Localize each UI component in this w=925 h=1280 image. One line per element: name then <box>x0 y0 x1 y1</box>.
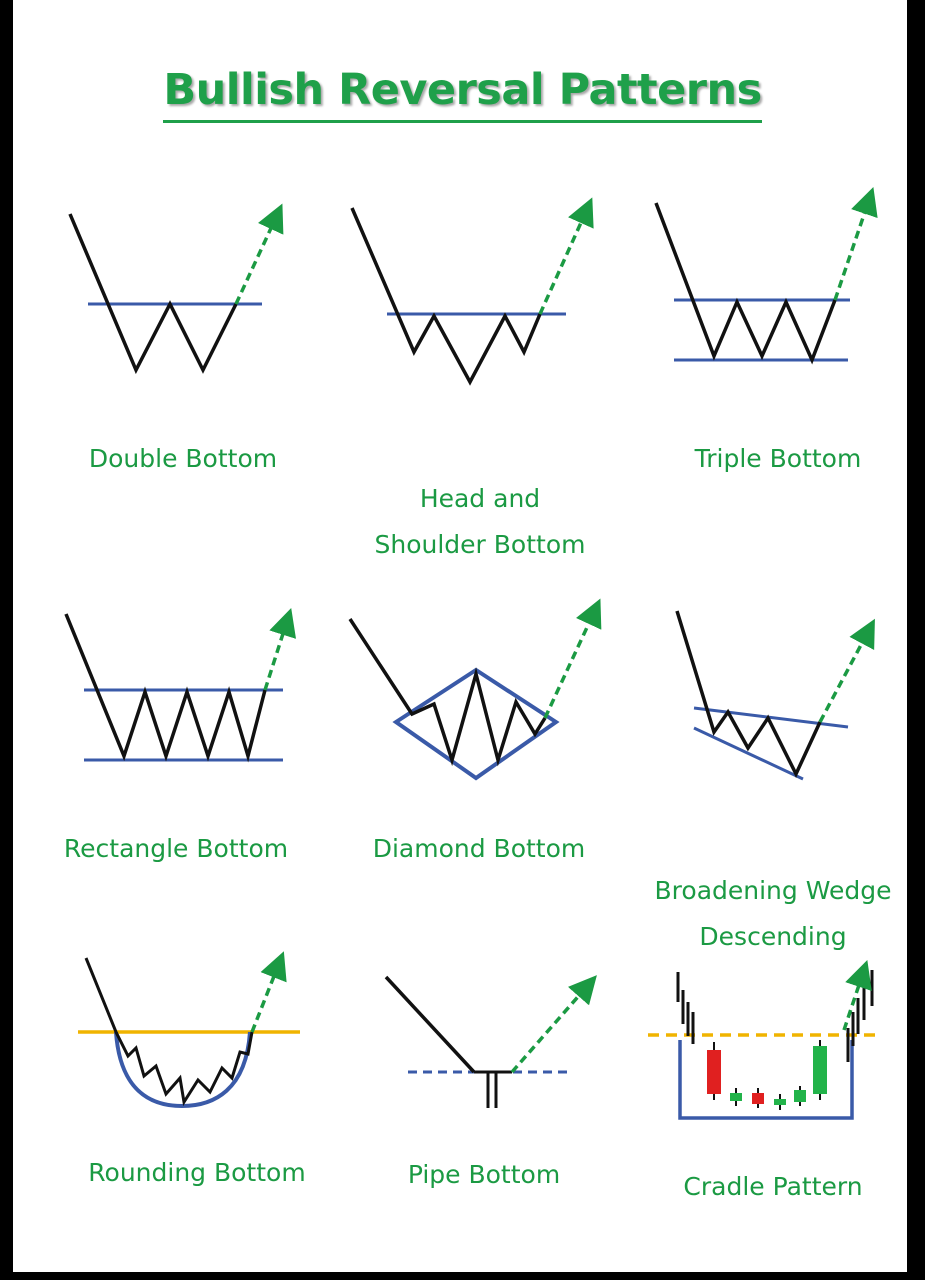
pipe-bottom-figure <box>384 975 597 1108</box>
price-path <box>64 613 267 763</box>
cradle-pattern-figure <box>648 960 878 1120</box>
breakout-arrow-icon <box>842 960 872 1031</box>
diamond-bottom-figure <box>348 598 602 781</box>
breakout-arrow-icon <box>543 598 602 719</box>
breakout-arrow-icon <box>263 607 297 691</box>
label-head-shoulder-bottom: Head and Shoulder Bottom <box>350 430 610 614</box>
green-candle <box>813 1046 827 1094</box>
pattern-label: Pipe Bottom <box>407 1160 561 1189</box>
upper-trendline <box>693 706 849 729</box>
label-diamond-bottom: Diamond Bottom <box>352 826 606 872</box>
rounding-bottom-figure <box>78 951 300 1109</box>
breakout-arrow-icon <box>833 187 878 301</box>
page-title-text: Bullish Reversal Patterns <box>163 62 762 123</box>
pattern-label: Rectangle Bottom <box>63 834 289 863</box>
label-rectangle-bottom: Rectangle Bottom <box>46 826 306 872</box>
price-path <box>68 213 238 375</box>
green-candle <box>774 1099 786 1105</box>
page-title: Bullish Reversal Patterns <box>0 62 925 123</box>
diamond-outline <box>392 667 560 781</box>
price-path <box>348 618 547 767</box>
label-double-bottom: Double Bottom <box>60 436 306 482</box>
breakout-arrow-icon <box>250 951 287 1033</box>
pattern-label: Cradle Pattern <box>683 1172 863 1201</box>
price-path <box>675 610 822 779</box>
broadening-wedge-figure <box>675 610 875 781</box>
lower-trendline <box>693 726 804 781</box>
double-bottom-figure <box>68 203 284 375</box>
red-candle <box>707 1050 721 1094</box>
poster-frame <box>10 0 910 1272</box>
breakout-arrow-icon <box>234 203 284 305</box>
breakout-arrow-icon <box>818 618 875 723</box>
head-shoulder-bottom-figure <box>350 197 594 386</box>
red-candle <box>752 1093 764 1104</box>
price-path <box>654 202 837 365</box>
pattern-label: Rounding Bottom <box>88 1158 306 1187</box>
pattern-label: Triple Bottom <box>694 444 862 473</box>
rounding-curve <box>114 1031 252 1109</box>
green-candle <box>730 1093 742 1101</box>
price-path <box>350 207 542 386</box>
breakout-arrow-icon <box>510 975 597 1074</box>
label-rounding-bottom: Rounding Bottom <box>66 1150 328 1196</box>
label-triple-bottom: Triple Bottom <box>660 436 896 482</box>
price-path <box>384 975 476 1074</box>
breakout-arrow-icon <box>538 197 594 315</box>
triple-bottom-figure <box>654 187 878 365</box>
cradle-outline <box>678 1040 854 1120</box>
pattern-label: Diamond Bottom <box>372 834 586 863</box>
label-broadening-wedge: Broadening Wedge Descending <box>640 822 906 1006</box>
green-candle <box>794 1090 806 1102</box>
pattern-label: Double Bottom <box>88 444 278 473</box>
label-pipe-bottom: Pipe Bottom <box>380 1152 588 1198</box>
pattern-label: Head and Shoulder Bottom <box>374 484 586 559</box>
price-path <box>84 957 254 1107</box>
label-cradle-pattern: Cradle Pattern <box>660 1164 886 1210</box>
rectangle-bottom-figure <box>64 607 297 763</box>
pattern-label: Broadening Wedge Descending <box>654 876 892 951</box>
